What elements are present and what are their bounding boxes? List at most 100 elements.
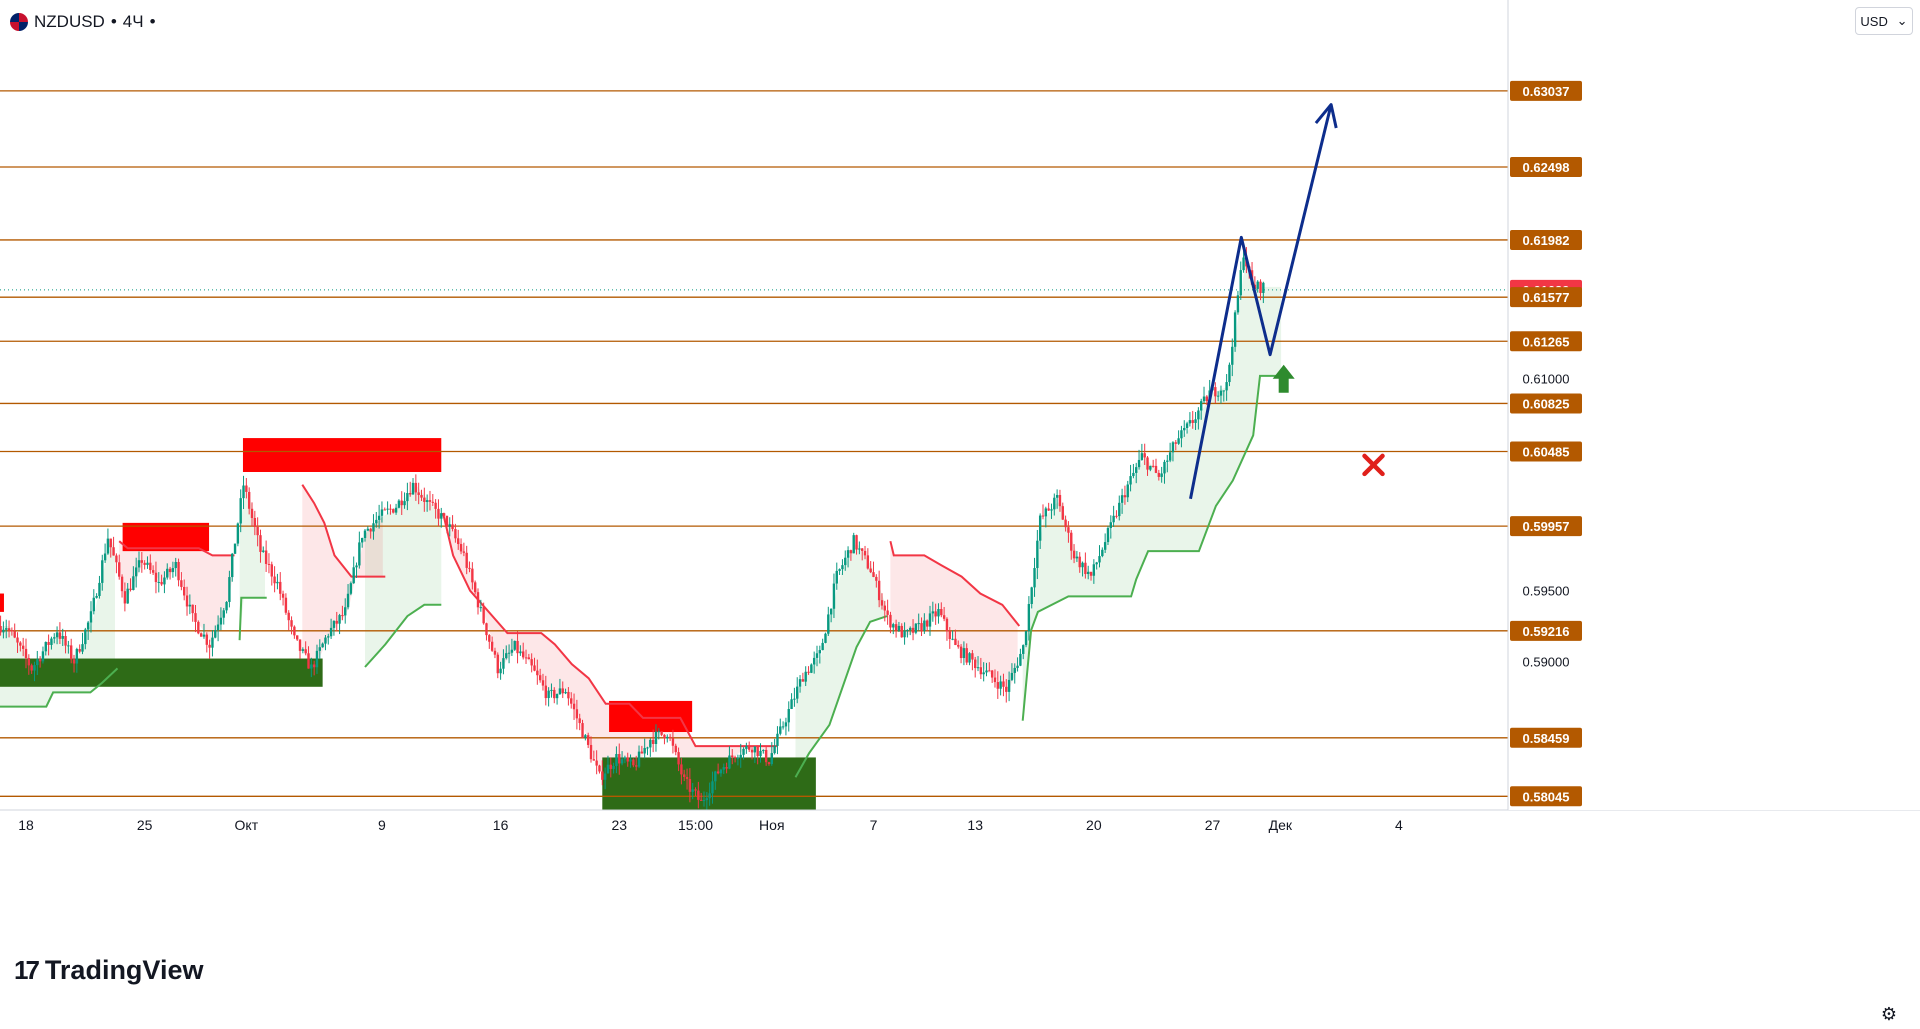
candle-body [872, 572, 875, 577]
candle-body [968, 653, 971, 663]
candle-body [132, 576, 135, 591]
candle-body [812, 657, 816, 665]
candle-body [1143, 453, 1146, 458]
candle-body [920, 623, 923, 631]
candle-body [1129, 476, 1132, 485]
candle-body [533, 665, 536, 671]
candle-body [790, 699, 793, 710]
candle-body [691, 789, 694, 792]
candle-body [796, 686, 799, 699]
candle-body [106, 538, 110, 554]
trail-line-red-2 [442, 512, 777, 748]
candle-body [103, 553, 107, 561]
candle-body [976, 667, 980, 669]
candle-body [109, 538, 112, 548]
candle-body [996, 682, 999, 689]
price-tick-bg [1510, 80, 1582, 101]
candle-body [134, 567, 138, 577]
candle-body [372, 523, 375, 532]
candle-body [889, 614, 892, 628]
candle-body [188, 604, 192, 607]
candle-body [635, 765, 638, 767]
price-tick-0.59000: 0.59000 [1523, 654, 1570, 669]
candle-body [606, 764, 610, 774]
candle-body [1154, 465, 1158, 473]
candle-body [1216, 395, 1220, 397]
candle-body [558, 688, 562, 695]
candle-body [651, 739, 655, 744]
price-tick-0.61982: 0.61982 [1510, 229, 1582, 250]
candle-body [442, 513, 446, 516]
candle-body [465, 552, 468, 568]
candle-body [307, 653, 310, 669]
candle-body [183, 586, 186, 596]
candle-body [909, 627, 912, 631]
candle-body [434, 502, 437, 509]
candle-body [657, 731, 660, 733]
candle-body [338, 615, 341, 624]
price-tick-0.59957: 0.59957 [1510, 516, 1582, 537]
candle-body [728, 755, 731, 769]
candle-body [24, 648, 28, 659]
candle-body [346, 593, 350, 608]
candle-body [499, 668, 502, 674]
candle-body [911, 627, 915, 633]
candle-body [264, 550, 268, 564]
candle-body [437, 508, 440, 519]
candle-body [420, 494, 423, 498]
candle-body [527, 657, 531, 660]
candle-body [620, 759, 624, 764]
candle-body [1166, 460, 1169, 462]
candle-body [64, 636, 67, 646]
cross-icon [1362, 453, 1385, 477]
candle-body [753, 746, 757, 753]
candle-body [776, 733, 779, 746]
price-tick-0.61000: 0.61000 [1523, 372, 1570, 387]
price-tick-0.63037: 0.63037 [1510, 80, 1582, 101]
tradingview-logo[interactable]: 17 TradingView [14, 955, 203, 986]
candle-body [194, 613, 197, 622]
candle-body [917, 623, 920, 625]
candle-body [406, 493, 409, 502]
candle-body [1183, 428, 1186, 431]
candle-body [468, 567, 471, 569]
candle-body [680, 764, 683, 775]
candle-body [273, 576, 276, 584]
candle-body [177, 561, 180, 581]
gear-icon[interactable]: ⚙ [1880, 1003, 1898, 1024]
candle-body [1081, 562, 1084, 568]
price-tick-bg [1510, 229, 1582, 250]
candle-body [940, 609, 943, 616]
candle-body [58, 632, 62, 639]
candle-body [377, 515, 381, 520]
candle-body [990, 670, 994, 678]
trail-fill-green-2 [365, 484, 442, 667]
candle-body [1038, 515, 1042, 541]
symbol-header[interactable]: NZDUSD • 4Ч • [10, 10, 156, 34]
candle-body [522, 651, 525, 658]
candle-body [928, 613, 932, 627]
candle-body [1089, 571, 1093, 576]
price-tick-0.58459: 0.58459 [1510, 727, 1582, 748]
candle-body [502, 658, 505, 669]
candle-body [1058, 494, 1062, 507]
demand-zone-4 [0, 658, 323, 687]
candle-body [168, 568, 172, 573]
candle-body [33, 665, 36, 671]
candle-body [804, 671, 807, 682]
symbol-name[interactable]: NZDUSD [34, 12, 105, 31]
currency-selector[interactable]: USD ⌄ [1855, 7, 1913, 35]
candle-body [660, 731, 663, 735]
candle-body [375, 519, 378, 524]
candle-body [1180, 430, 1183, 439]
price-tick-label: 0.60485 [1523, 445, 1570, 460]
candle-body [304, 649, 307, 654]
interval-label[interactable]: 4Ч [122, 12, 144, 31]
candle-body [205, 634, 208, 645]
candle-body [293, 626, 296, 636]
candle-body [640, 751, 644, 754]
price-tick-bg [1510, 393, 1582, 414]
candle-body [482, 607, 485, 624]
candle-body [473, 582, 477, 593]
